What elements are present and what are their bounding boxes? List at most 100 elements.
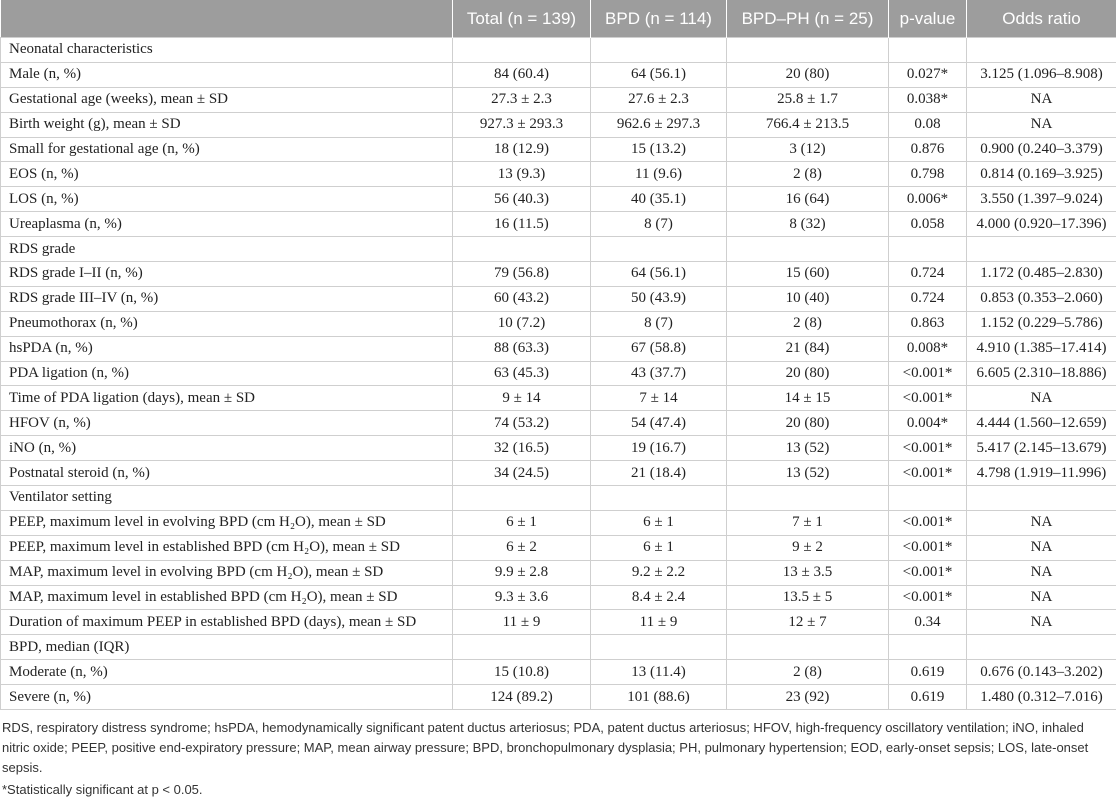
- value-cell: 2 (8): [726, 161, 889, 188]
- row-label: LOS (n, %): [0, 186, 453, 213]
- value-cell: 64 (56.1): [590, 61, 727, 88]
- value-cell: 50 (43.9): [590, 285, 727, 312]
- value-cell: 0.619: [888, 659, 967, 686]
- value-cell: 124 (89.2): [452, 684, 591, 711]
- row-label: Ureaplasma (n, %): [0, 211, 453, 238]
- value-cell: 4.910 (1.385–17.414): [966, 335, 1116, 362]
- row-label: PEEP, maximum level in evolving BPD (cm …: [0, 509, 453, 536]
- row-label: Small for gestational age (n, %): [0, 136, 453, 163]
- header-cell: Odds ratio: [966, 0, 1116, 38]
- row-label: Moderate (n, %): [0, 659, 453, 686]
- empty-cell: [726, 485, 889, 511]
- value-cell: 9.9 ± 2.8: [452, 559, 591, 586]
- row-label: EOS (n, %): [0, 161, 453, 188]
- value-cell: 34 (24.5): [452, 460, 591, 487]
- empty-cell: [452, 634, 591, 661]
- value-cell: 15 (60): [726, 261, 889, 287]
- header-cell: Total (n = 139): [452, 0, 591, 38]
- section-row: RDS grade: [0, 236, 1116, 263]
- value-cell: NA: [966, 534, 1116, 561]
- row-label: iNO (n, %): [0, 435, 453, 462]
- value-cell: 3.125 (1.096–8.908): [966, 61, 1116, 88]
- value-cell: NA: [966, 509, 1116, 536]
- value-cell: 27.6 ± 2.3: [590, 86, 727, 113]
- data-row: RDS grade III–IV (n, %) 60 (43.2) 50 (43.9…: [0, 285, 1116, 312]
- empty-cell: [966, 37, 1116, 63]
- value-cell: 25.8 ± 1.7: [726, 86, 889, 113]
- value-cell: NA: [966, 584, 1116, 611]
- table-body: Neonatal characteristics Male (n, %) 84 (6…: [0, 37, 1116, 711]
- value-cell: 101 (88.6): [590, 684, 727, 711]
- value-cell: 4.798 (1.919–11.996): [966, 460, 1116, 487]
- value-cell: 6 ± 1: [590, 534, 727, 561]
- row-label: RDS grade I–II (n, %): [0, 261, 453, 287]
- value-cell: 32 (16.5): [452, 435, 591, 462]
- empty-cell: [726, 236, 889, 263]
- value-cell: 11 ± 9: [590, 609, 727, 636]
- value-cell: 60 (43.2): [452, 285, 591, 312]
- value-cell: 88 (63.3): [452, 335, 591, 362]
- empty-cell: [590, 37, 727, 63]
- value-cell: NA: [966, 111, 1116, 138]
- value-cell: 0.814 (0.169–3.925): [966, 161, 1116, 188]
- value-cell: 40 (35.1): [590, 186, 727, 213]
- value-cell: 9 ± 14: [452, 385, 591, 412]
- value-cell: 9 ± 2: [726, 534, 889, 561]
- footnote: *Statistically significant at p < 0.05.: [2, 782, 203, 798]
- value-cell: 54 (47.4): [590, 410, 727, 437]
- section-label: BPD, median (IQR): [0, 634, 453, 661]
- value-cell: 0.876: [888, 136, 967, 163]
- row-label: Male (n, %): [0, 61, 453, 88]
- empty-cell: [452, 37, 591, 63]
- value-cell: 0.027*: [888, 61, 967, 88]
- value-cell: 5.417 (2.145–13.679): [966, 435, 1116, 462]
- empty-cell: [966, 485, 1116, 511]
- empty-cell: [966, 236, 1116, 263]
- value-cell: 8.4 ± 2.4: [590, 584, 727, 611]
- value-cell: 0.008*: [888, 335, 967, 362]
- footnote: RDS, respiratory distress syndrome; hsPD…: [2, 720, 1089, 776]
- section-row: Neonatal characteristics: [0, 37, 1116, 63]
- value-cell: 1.480 (0.312–7.016): [966, 684, 1116, 711]
- value-cell: 18 (12.9): [452, 136, 591, 163]
- section-label: Ventilator setting: [0, 485, 453, 511]
- row-label: Postnatal steroid (n, %): [0, 460, 453, 487]
- data-row: PEEP, maximum level in established BPD (…: [0, 534, 1116, 561]
- value-cell: 6 ± 1: [452, 509, 591, 536]
- row-label: hsPDA (n, %): [0, 335, 453, 362]
- value-cell: 19 (16.7): [590, 435, 727, 462]
- data-row: LOS (n, %) 56 (40.3) 40 (35.1) 16 (64) 0.006…: [0, 186, 1116, 213]
- value-cell: 56 (40.3): [452, 186, 591, 213]
- value-cell: 4.444 (1.560–12.659): [966, 410, 1116, 437]
- value-cell: 1.172 (0.485–2.830): [966, 261, 1116, 287]
- value-cell: 84 (60.4): [452, 61, 591, 88]
- value-cell: NA: [966, 609, 1116, 636]
- value-cell: 6.605 (2.310–18.886): [966, 360, 1116, 387]
- value-cell: 0.619: [888, 684, 967, 711]
- value-cell: 63 (45.3): [452, 360, 591, 387]
- value-cell: 13 (52): [726, 460, 889, 487]
- value-cell: <0.001*: [888, 509, 967, 536]
- value-cell: 20 (80): [726, 61, 889, 88]
- value-cell: NA: [966, 559, 1116, 586]
- row-label: Pneumothorax (n, %): [0, 310, 453, 337]
- value-cell: 13 (9.3): [452, 161, 591, 188]
- empty-cell: [590, 236, 727, 263]
- row-label: Severe (n, %): [0, 684, 453, 711]
- empty-cell: [966, 634, 1116, 661]
- value-cell: 0.676 (0.143–3.202): [966, 659, 1116, 686]
- data-row: PDA ligation (n, %) 63 (45.3) 43 (37.7) 20 …: [0, 360, 1116, 387]
- value-cell: <0.001*: [888, 584, 967, 611]
- row-label: HFOV (n, %): [0, 410, 453, 437]
- value-cell: 0.038*: [888, 86, 967, 113]
- header-cell: [0, 0, 453, 38]
- row-label: RDS grade III–IV (n, %): [0, 285, 453, 312]
- value-cell: 13.5 ± 5: [726, 584, 889, 611]
- empty-cell: [590, 485, 727, 511]
- value-cell: 64 (56.1): [590, 261, 727, 287]
- value-cell: 3 (12): [726, 136, 889, 163]
- value-cell: 16 (64): [726, 186, 889, 213]
- value-cell: 0.724: [888, 261, 967, 287]
- empty-cell: [888, 634, 967, 661]
- value-cell: 7 ± 14: [590, 385, 727, 412]
